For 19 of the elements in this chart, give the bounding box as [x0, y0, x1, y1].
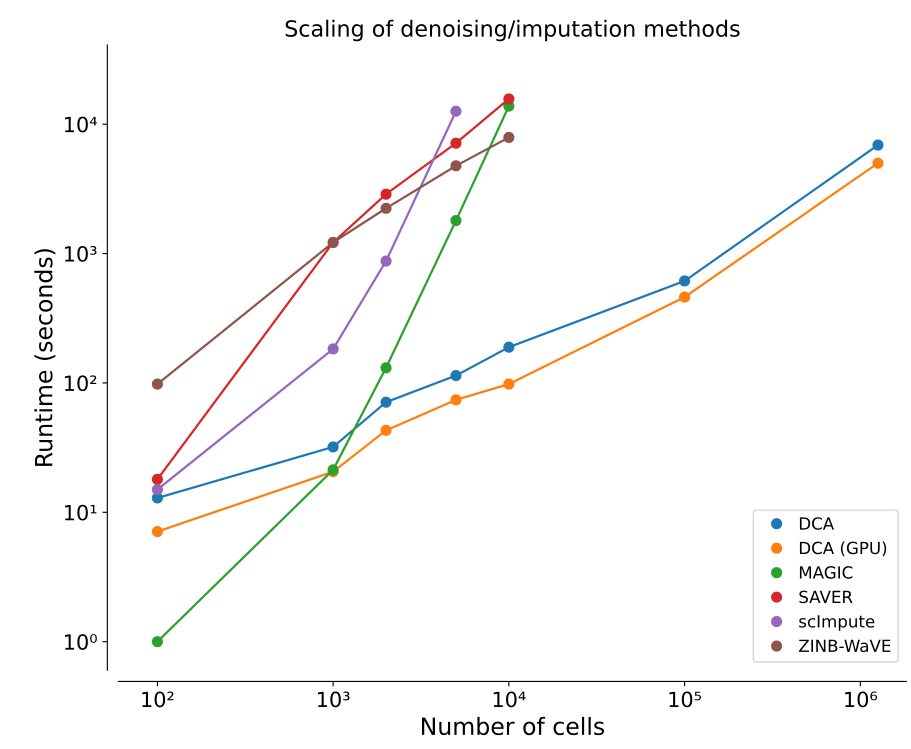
- x-tick-label: 10⁵: [669, 692, 702, 708]
- chart-title: Scaling of denoising/imputation methods: [286, 20, 740, 42]
- y-tick-label: 10¹: [65, 504, 96, 521]
- x-axis-title: Number of cells: [422, 716, 604, 736]
- y-tick-label: 10²: [65, 375, 96, 392]
- y-tick-label: 10³: [65, 246, 97, 262]
- x-tick-label: 10⁶: [845, 692, 878, 708]
- legend-label: DCA (GPU): [800, 541, 886, 556]
- legend-label: ZINB-WaVE: [799, 640, 890, 652]
- y-axis-title: Runtime (seconds): [34, 249, 56, 466]
- legend-label: SAVER: [799, 590, 853, 604]
- x-tick-label: 10³: [318, 692, 350, 708]
- x-tick-label: 10⁴: [494, 692, 526, 708]
- legend-label: MAGIC: [800, 566, 852, 579]
- y-tick-label: 10⁰: [65, 634, 97, 650]
- legend-label: scImpute: [799, 615, 874, 631]
- y-tick-label: 10⁴: [65, 116, 97, 132]
- legend-label: DCA: [800, 517, 834, 530]
- x-tick-label: 10²: [142, 692, 174, 708]
